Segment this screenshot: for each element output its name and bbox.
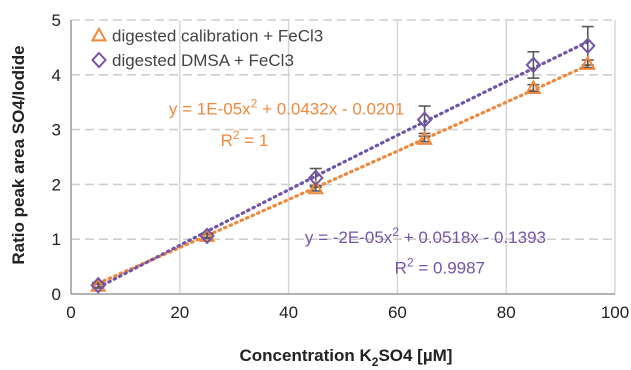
r-squared-2: R2 = 0.9987 (395, 256, 485, 278)
legend-label: digested calibration + FeCl3 (112, 26, 323, 45)
y-tick-label: 1 (52, 230, 61, 249)
trendline-equations: y = 1E-05x2 + 0.0432x - 0.0201 R2 = 1 y = … (169, 96, 546, 277)
triangle-marker (307, 179, 325, 195)
trendline-2 (96, 40, 590, 290)
x-tick-label: 20 (170, 303, 189, 322)
grid (71, 19, 616, 294)
diamond-marker (525, 56, 542, 74)
y-tick-label: 3 (52, 121, 61, 140)
diamond-marker (199, 227, 215, 245)
x-tick-label: 60 (388, 303, 407, 322)
diamond-marker (90, 276, 107, 294)
trendlines (96, 40, 590, 290)
trendline-1 (96, 63, 590, 285)
legend-label: digested DMSA + FeCl3 (112, 51, 294, 70)
r-squared-1: R2 = 1 (221, 128, 269, 150)
diamond-marker (307, 169, 324, 187)
y-tick-label: 2 (52, 175, 61, 194)
diamond-marker (579, 37, 596, 55)
x-tick-label: 80 (497, 303, 516, 322)
tick-labels: 0 20 40 60 80 100 0 1 2 3 4 5 (52, 11, 630, 322)
triangle-marker (525, 79, 542, 94)
diamond-marker (416, 111, 433, 129)
triangle-marker (579, 55, 597, 70)
x-tick-label: 0 (66, 303, 75, 322)
axes (70, 20, 615, 295)
legend: digested calibration + FeCl3 digested DMS… (90, 26, 323, 70)
triangle-marker (198, 227, 216, 242)
trendline-equation-1: y = 1E-05x2 + 0.0432x - 0.0201 (169, 96, 404, 118)
y-tick-label: 0 (52, 285, 61, 304)
x-axis-title: Concentration K2SO4 [µM] (240, 346, 453, 369)
x-tick-label: 40 (279, 303, 298, 322)
y-tick-label: 5 (52, 11, 61, 30)
trendline-equation-2: y = -2E-05x2 + 0.0518x - 0.1393 (305, 225, 546, 247)
y-axis-title: Ratio peak area SO4/Iodide (9, 45, 28, 264)
triangle-marker (416, 130, 433, 145)
y-tick-label: 4 (52, 66, 61, 85)
x-tick-label: 100 (601, 303, 629, 322)
data-markers (89, 37, 597, 294)
legend-marker-triangle (90, 26, 108, 42)
legend-marker-diamond (91, 51, 107, 69)
